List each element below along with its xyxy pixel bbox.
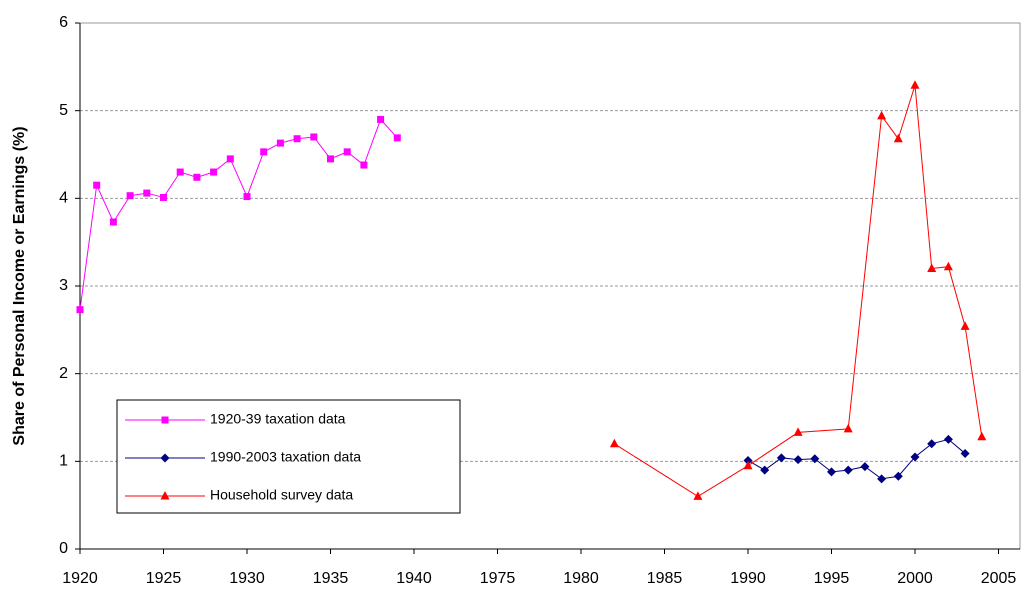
marker [843,423,853,433]
legend-label: 1920-39 taxation data [210,411,346,427]
y-tick-label: 1 [59,453,68,470]
marker [176,168,184,176]
marker [927,439,937,449]
marker [160,193,167,201]
x-tick-label: 2005 [981,570,1017,587]
marker [193,173,201,181]
marker [827,467,836,477]
marker [810,454,820,464]
marker [743,460,753,470]
marker [960,321,970,330]
marker [910,80,920,89]
marker [743,455,753,465]
marker [226,155,234,163]
x-tick-label: 2000 [897,570,933,587]
series-line [614,85,983,497]
marker [76,306,84,314]
y-tick-label: 3 [59,277,68,294]
marker [893,133,903,143]
marker [793,455,803,465]
x-tick-label: 1990 [730,570,766,587]
marker [693,491,703,500]
marker [860,462,870,472]
marker [893,471,903,481]
marker [109,218,117,226]
x-tick-label: 1925 [146,570,182,587]
marker [843,465,853,475]
legend-box [116,399,461,514]
marker [760,465,770,475]
marker [776,453,786,463]
marker [393,134,401,142]
marker [93,181,101,189]
marker [243,193,251,201]
marker [943,261,953,271]
marker [877,110,887,120]
x-tick-label: 1985 [647,570,683,587]
marker [210,168,218,176]
marker [910,452,920,462]
marker [126,192,134,200]
legend-label: 1990-2003 taxation data [210,449,361,465]
y-tick-label: 2 [59,365,68,382]
y-tick-label: 6 [59,14,68,31]
marker [160,453,170,463]
y-axis-label: Share of Personal Income or Earnings (%) [11,126,28,445]
x-tick-label: 1980 [563,570,599,587]
x-tick-label: 1995 [814,570,850,587]
marker [276,139,284,147]
marker [327,155,334,163]
x-tick-label: 1935 [313,570,349,587]
marker [360,161,368,169]
marker [160,491,170,500]
marker [927,263,937,272]
marker [143,189,151,197]
marker [793,427,803,436]
marker [609,438,619,448]
x-tick-label: 1930 [229,570,265,587]
legend-label: Household survey data [210,487,353,503]
marker [877,474,887,484]
y-tick-label: 4 [59,190,68,207]
x-tick-label: 1975 [480,570,516,587]
marker [293,135,301,143]
x-tick-label: 1940 [396,570,432,587]
marker [161,416,169,424]
marker [260,148,268,156]
series-line [79,118,398,310]
marker [310,133,318,141]
marker [943,434,953,444]
legend: 1920-39 taxation data 1990-2003 taxation … [116,399,461,514]
marker [960,448,970,458]
x-tick-label: 1920 [62,570,98,587]
y-tick-label: 5 [59,102,68,119]
y-tick-label: 0 [59,540,68,557]
marker [377,115,385,123]
marker [343,148,351,156]
marker [977,431,987,441]
